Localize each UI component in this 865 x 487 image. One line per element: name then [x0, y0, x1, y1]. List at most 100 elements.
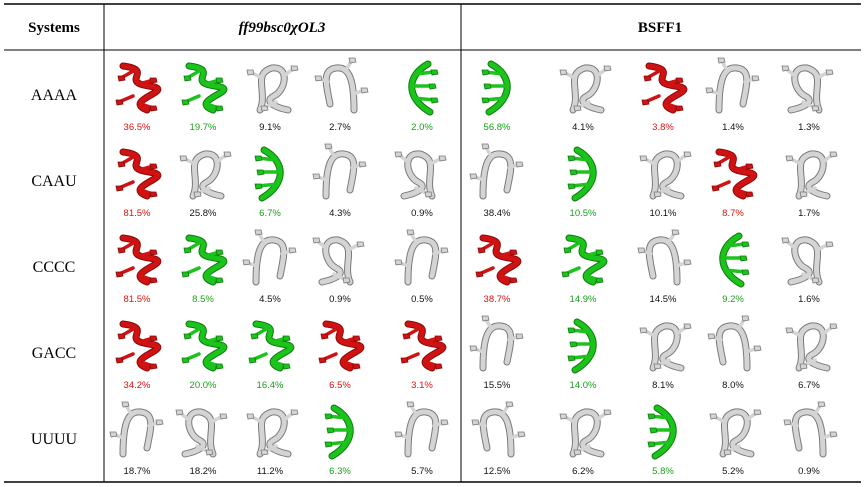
structure-helix-green [561, 234, 608, 286]
population-label: 14.5% [650, 294, 677, 305]
structure-helix-red [115, 148, 162, 200]
conformation-cell: 9.1% [246, 64, 299, 133]
conformation-cell: 0.9% [312, 236, 365, 305]
population-label: 38.4% [484, 208, 511, 219]
structure-loop-white [639, 322, 692, 372]
population-label: 1.4% [722, 122, 744, 133]
table-row: UUUU 18.7% 18.2% 11.2% 6.3% 5.7% 12.5% 6.2% 5.8%… [31, 401, 838, 477]
conformation-cell: 5.2% [709, 408, 762, 477]
system-label: CCCC [33, 259, 76, 276]
population-label: 5.8% [652, 466, 674, 477]
structure-hook-white [394, 229, 449, 286]
conformation-cell: 4.1% [559, 64, 612, 133]
population-label: 6.2% [572, 466, 594, 477]
population-label: 4.3% [329, 208, 351, 219]
conformation-cell: 3.8% [641, 62, 688, 133]
conformation-cell: 18.2% [175, 408, 228, 477]
conformation-cell: 2.0% [408, 60, 439, 133]
population-label: 34.2% [124, 380, 151, 391]
structure-hook-white [312, 143, 367, 200]
systems-header: Systems [28, 20, 80, 36]
structure-arc-green [481, 60, 511, 116]
population-label: 0.5% [411, 294, 433, 305]
population-label: 10.5% [570, 208, 597, 219]
structure-loop-white [785, 150, 838, 200]
structure-hook-white [314, 57, 369, 114]
population-label: 18.7% [124, 466, 151, 477]
conformation-cell: 81.5% [115, 234, 162, 305]
table-row: CCCC 81.5% 8.5% 4.5% 0.9% 0.5% 38.7% 14.9% 14.5%… [33, 229, 834, 305]
conformation-cell: 81.5% [115, 148, 162, 219]
conformation-cell: 6.3% [324, 404, 354, 477]
conformation-cell: 16.4% [248, 320, 295, 391]
conformation-cell: 19.7% [181, 62, 228, 133]
force-field-header-ff99bsc0chiol3: ff99bsc0χOL3 [239, 20, 326, 36]
conformation-cell: 8.5% [181, 234, 228, 305]
structure-loop-white [394, 150, 447, 200]
conformation-cell: 1.3% [781, 64, 834, 133]
population-label: 14.0% [570, 380, 597, 391]
table-row: GACC 34.2% 20.0% 16.4% 6.5% 3.1% 15.5% 14.0% 8.1… [32, 315, 838, 391]
structure-hook-white [783, 401, 838, 458]
conformation-cell: 38.7% [475, 234, 522, 305]
structure-hook-white [705, 57, 760, 114]
population-label: 11.2% [257, 466, 284, 477]
structure-loop-white [639, 150, 692, 200]
conformation-cell: 18.7% [109, 401, 164, 477]
system-label: UUUU [31, 431, 78, 448]
structure-helix-green [181, 62, 228, 114]
population-label: 38.7% [484, 294, 511, 305]
structure-loop-white [246, 64, 299, 114]
population-label: 20.0% [190, 380, 217, 391]
population-label: 6.7% [259, 208, 281, 219]
population-label: 8.0% [722, 380, 744, 391]
structure-hook-white [637, 229, 692, 286]
system-label: CAAU [31, 173, 77, 190]
conformation-cell: 5.8% [647, 404, 677, 477]
structure-hook-white [469, 143, 524, 200]
conformation-cell: 8.0% [707, 315, 762, 391]
population-label: 2.7% [329, 122, 351, 133]
structure-helix-red [475, 234, 522, 286]
population-label: 1.7% [798, 208, 820, 219]
structure-helix-red [711, 148, 758, 200]
population-label: 6.5% [329, 380, 351, 391]
structure-arc-green [567, 318, 597, 374]
structure-loop-white [781, 236, 834, 286]
population-label: 56.8% [484, 122, 511, 133]
structure-loop-white [179, 150, 232, 200]
population-label: 9.1% [259, 122, 281, 133]
structure-hook-white [469, 315, 524, 372]
table-row: AAAA 36.5% 19.7% 9.1% 2.7% 2.0% 56.8% 4.1% 3.8% 1… [31, 57, 834, 133]
conformation-cell: 6.7% [254, 146, 284, 219]
conformation-cell: 11.2% [246, 408, 299, 477]
structure-loop-white [175, 408, 228, 458]
conformation-cell: 6.5% [318, 320, 365, 391]
conformation-cell: 14.9% [561, 234, 608, 305]
conformation-cell: 34.2% [115, 320, 162, 391]
conformation-cell: 6.2% [559, 408, 612, 477]
population-label: 5.7% [411, 466, 433, 477]
conformation-cell: 10.1% [639, 150, 692, 219]
structure-helix-green [181, 234, 228, 286]
conformation-cell: 9.2% [719, 232, 750, 305]
conformation-cell: 3.1% [400, 320, 447, 391]
structure-helix-red [115, 234, 162, 286]
conformation-cell: 10.5% [567, 146, 597, 219]
conformation-cell: 0.9% [783, 401, 838, 477]
structure-arc-green [719, 232, 750, 288]
structure-arc-green [254, 146, 284, 202]
population-label: 0.9% [798, 466, 820, 477]
structure-helix-red [641, 62, 688, 114]
population-label: 36.5% [124, 122, 151, 133]
population-label: 0.9% [411, 208, 433, 219]
structure-arc-green [408, 60, 439, 116]
structure-hook-white [394, 401, 449, 458]
conformation-cell: 5.7% [394, 401, 449, 477]
structure-arc-green [324, 404, 354, 460]
population-label: 0.9% [329, 294, 351, 305]
structure-arc-green [567, 146, 597, 202]
population-label: 1.3% [798, 122, 820, 133]
conformation-cell: 2.7% [314, 57, 369, 133]
conformation-cell: 20.0% [181, 320, 228, 391]
